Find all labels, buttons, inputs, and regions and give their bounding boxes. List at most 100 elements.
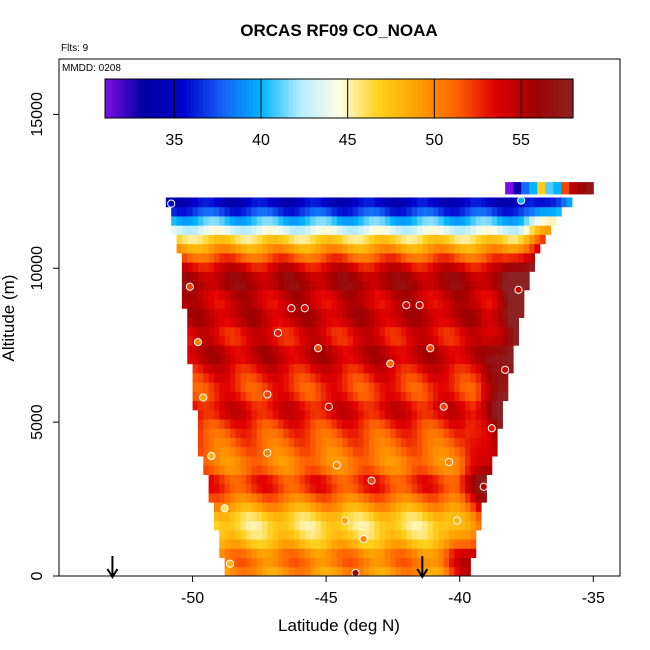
curtain-cell [304,271,311,282]
colorbar-segment [140,79,145,118]
curtain-cell [438,391,445,402]
curtain-cell [246,206,252,217]
curtain-cell [352,197,359,208]
curtain-cell [411,262,418,272]
curtain-cell [374,234,381,245]
curtain-cell [320,566,327,577]
curtain-cell [192,345,199,355]
curtain-cell [235,299,242,309]
curtain-cell [438,299,445,309]
curtain-cell [288,280,295,291]
colorbar-segment [144,79,149,118]
curtain-cell [374,437,381,448]
colorbar-segment [526,79,531,118]
curtain-cell [422,548,429,559]
curtain-cell [219,271,226,282]
curtain-cell [507,271,514,282]
curtain-cell [235,271,242,282]
curtain-cell [390,252,397,263]
colorbar-segment [300,79,305,118]
curtain-cell [336,345,343,355]
curtain-cell [235,502,242,512]
curtain-cell [374,299,381,309]
curtain-cell [294,363,300,374]
curtain-cell [336,511,343,522]
curtain-cell [256,428,263,439]
curtain-cell [459,382,466,392]
curtain-cell [229,483,236,494]
curtain-cell [326,483,332,494]
curtain-cell [395,557,402,568]
curtain-cell [406,539,413,549]
curtain-cell [224,382,231,392]
curtain-cell [240,539,247,549]
curtain-cell [181,289,188,300]
colorbar-segment [105,79,110,118]
curtain-cell [326,335,332,346]
curtain-cell [465,428,471,439]
curtain-cell [422,252,429,263]
curtain-cell [395,243,402,254]
curtain-cell [240,299,247,309]
curtain-cell [443,419,450,429]
curtain-cell [400,511,407,522]
curtain-cell [395,428,402,439]
curtain-cell [416,372,423,383]
curtain-cell [433,335,439,346]
curtain-cell [379,225,386,235]
curtain-cell [400,335,407,346]
curtain-cell [352,382,359,392]
curtain-cell [416,474,423,485]
curtain-cell [187,308,194,318]
curtain-cell [427,474,434,485]
curtain-cell [523,197,530,208]
curtain-cell [213,391,220,402]
curtain-cell [454,409,461,420]
curtain-cell [550,197,557,208]
curtain-cell [240,262,247,272]
colorbar-segment [229,79,235,118]
curtain-cell [363,243,370,254]
curtain-cell [465,215,471,226]
curtain-cell [283,483,290,494]
curtain-cell [283,465,290,475]
curtain-cell [374,548,381,559]
curtain-cell [513,326,519,337]
curtain-cell [224,372,231,383]
curtain-cell [449,511,455,522]
curtain-cell [475,280,482,291]
curtain-cell [256,502,263,512]
curtain-cell [304,308,311,318]
curtain-cell [310,437,316,448]
curtain-cell [208,317,215,328]
curtain-cell [197,262,204,272]
curtain-cell [443,308,450,318]
curtain-cell [342,197,349,208]
curtain-cell [523,280,530,291]
curtain-cell [438,215,445,226]
curtain-cell [427,363,434,374]
curtain-cell [390,437,397,448]
curtain-cell [171,225,178,235]
observation-point [415,301,424,310]
colorbar-segment [339,79,344,118]
curtain-cell [470,280,477,291]
observation-point [351,568,360,578]
curtain-cell [203,262,210,272]
curtain-cell [342,206,349,217]
curtain-cell [368,409,375,420]
curtain-cell [224,289,231,300]
curtain-cell [486,280,493,291]
curtain-cell [523,225,530,235]
curtain-cell [336,539,343,549]
curtain-cell [513,215,519,226]
curtain-cell [171,206,178,217]
curtain-cell [288,428,295,439]
curtain-cell [331,502,338,512]
curtain-cell [491,252,498,263]
curtain-cell [208,492,215,503]
curtain-cell [278,345,284,355]
curtain-cell [368,548,375,559]
curtain-cell [507,289,514,300]
curtain-cell [411,474,418,485]
